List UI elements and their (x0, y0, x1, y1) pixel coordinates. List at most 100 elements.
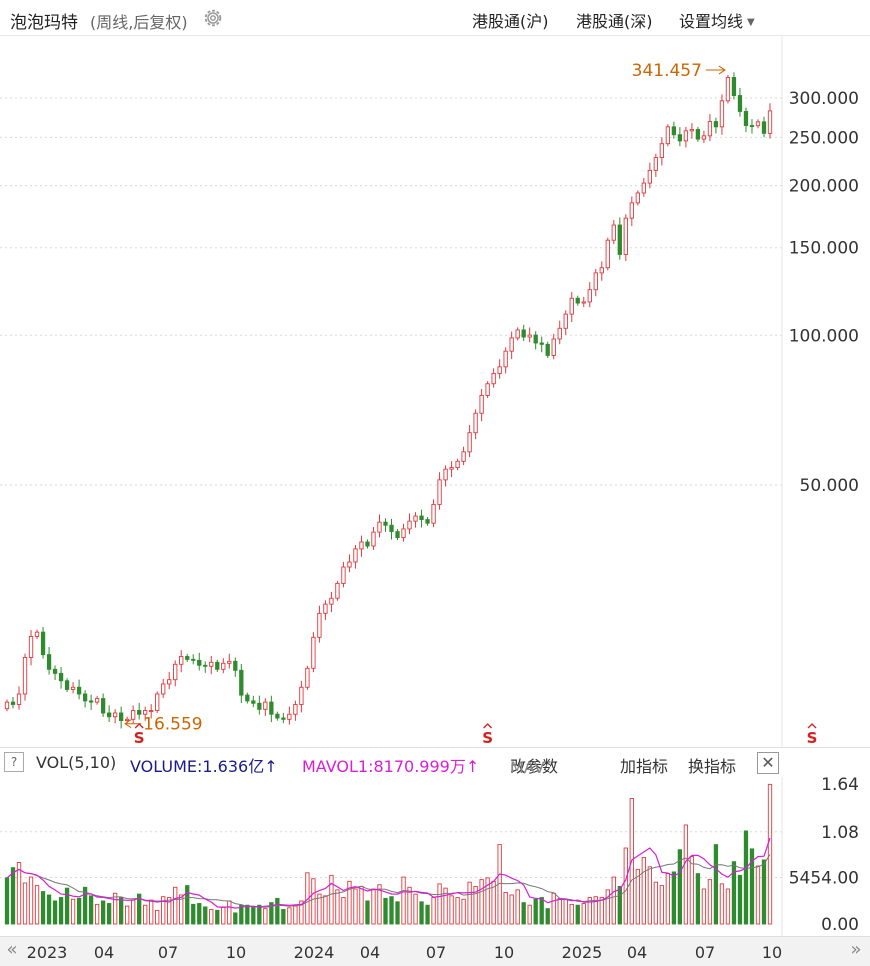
volume-bar (100, 900, 106, 925)
volume-bar (335, 889, 340, 925)
candle-body (299, 686, 304, 705)
candle-body (407, 520, 412, 530)
volume-bar (209, 909, 214, 925)
volume-bar (749, 848, 755, 925)
candle (173, 660, 178, 687)
candle-body (191, 658, 196, 661)
volume-bar (82, 886, 88, 925)
candle-body (269, 701, 274, 715)
candle (491, 368, 496, 388)
candle-body (413, 515, 418, 522)
candle-body (281, 717, 286, 720)
volume-bar (275, 897, 280, 925)
candle-body (221, 662, 226, 670)
x-tick-label: 04 (93, 943, 115, 962)
candle-body (311, 636, 316, 669)
volume-bar (52, 900, 58, 925)
event-marker-label: S (134, 729, 145, 747)
candle-body (155, 693, 160, 711)
volume-chart[interactable]: 1.64 1.08 5454.00 0.00 (0, 777, 870, 936)
candle (305, 665, 310, 690)
candle (100, 693, 106, 717)
candle (743, 107, 749, 133)
volume-bar (46, 894, 52, 925)
scroll-right-icon[interactable]: » (850, 939, 862, 960)
volume-bar (503, 891, 508, 925)
candle (257, 695, 262, 715)
close-icon[interactable]: ✕ (757, 752, 779, 774)
volume-bar (251, 906, 256, 925)
candle (215, 659, 220, 672)
candle (112, 709, 118, 724)
volume-bar (179, 894, 184, 925)
candle-body (335, 582, 340, 599)
volume-bar (341, 897, 346, 925)
help-button[interactable]: ? (4, 752, 24, 772)
candle (179, 650, 184, 673)
candle (58, 667, 64, 689)
candle-body (533, 334, 538, 344)
candle-body (557, 327, 562, 340)
candle (689, 123, 695, 139)
candle (659, 137, 665, 166)
gear-icon[interactable] (202, 7, 224, 29)
candle-body (503, 350, 508, 368)
candle-body (623, 217, 628, 255)
candle (749, 119, 755, 134)
candle (209, 655, 214, 675)
volume-bar (221, 906, 226, 925)
volume-bar (257, 904, 262, 925)
scroll-left-icon[interactable]: « (6, 939, 18, 960)
hk-connect-shenzhen-link[interactable]: 港股通(深) (576, 12, 653, 31)
candle-body (563, 313, 568, 329)
price-chart[interactable]: 300.000 250.000 200.000 150.000 100.000 50.00… (0, 36, 870, 747)
volume-tick-label: 1.08 (821, 823, 859, 843)
volume-bar (64, 887, 70, 925)
volume-bar (76, 897, 82, 925)
candle (557, 320, 562, 345)
candle (701, 130, 707, 144)
candle (329, 591, 334, 613)
candle-body (305, 667, 310, 688)
candle (245, 692, 250, 704)
candle-body (215, 661, 220, 670)
candle (425, 517, 430, 526)
candle-body (611, 224, 616, 241)
candle (575, 295, 580, 306)
candle-body (125, 718, 130, 722)
candle-body (551, 338, 556, 356)
candle-body (377, 521, 382, 533)
candle-body (677, 134, 683, 142)
candle-body (287, 713, 292, 720)
candle (617, 217, 622, 260)
switch-indicator-button[interactable]: 换指标 (688, 757, 737, 776)
volume-bar (533, 898, 538, 925)
candle-body (701, 135, 707, 140)
candle (353, 545, 358, 569)
candle (623, 214, 628, 262)
candle-body (64, 680, 70, 690)
candle-body (425, 519, 430, 524)
candle (677, 127, 683, 147)
candle (737, 87, 743, 117)
candle-body (599, 267, 604, 274)
volume-bar (599, 897, 604, 925)
volume-bar (323, 895, 328, 925)
volume-bar (527, 904, 532, 925)
mavol10-line (6, 854, 771, 908)
candle-body (383, 521, 388, 526)
candle-body (112, 712, 118, 718)
candle-body (419, 515, 424, 521)
candle (401, 523, 406, 542)
candle (28, 630, 34, 666)
add-indicator-button[interactable]: 加指标 (620, 757, 669, 776)
candle-body (713, 121, 719, 128)
hk-connect-shanghai-link[interactable]: 港股通(沪) (472, 12, 549, 31)
volume-bar (539, 897, 544, 925)
volume-bar (713, 844, 719, 925)
volume-bar (623, 847, 628, 925)
candle (707, 113, 713, 142)
y-tick-label: 100.000 (789, 326, 859, 346)
mav-edit-params-button[interactable]: MAV 改参数 (510, 753, 558, 777)
ma-setting-dropdown[interactable]: 设置均线 ▼ (679, 8, 755, 32)
